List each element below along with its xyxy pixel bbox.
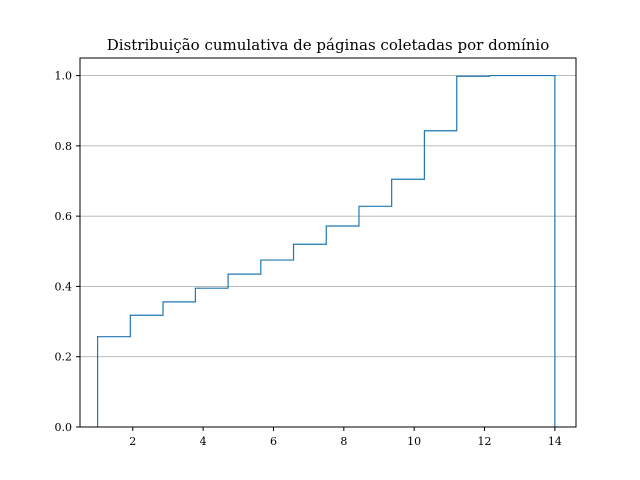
series-line-0 bbox=[96, 74, 556, 427]
y-tick-label-1: 0.2 bbox=[55, 351, 73, 364]
x-tick-label-2: 6 bbox=[270, 435, 277, 448]
x-tick-label-0: 2 bbox=[129, 435, 136, 448]
x-tick-label-5: 12 bbox=[478, 435, 492, 448]
ticks-layer: 2 4 6 8 10 12 14 0.0 0.2 0.4 0.6 0.8 1.0 bbox=[55, 70, 562, 448]
x-tick-label-1: 4 bbox=[200, 435, 207, 448]
y-tick-label-3: 0.6 bbox=[55, 210, 73, 223]
grid-layer bbox=[80, 75, 576, 428]
axes-frame bbox=[79, 57, 577, 428]
x-tick-label-3: 8 bbox=[340, 435, 347, 448]
y-tick-label-0: 0.0 bbox=[55, 421, 73, 434]
x-tick-label-6: 14 bbox=[548, 435, 562, 448]
y-tick-label-5: 1.0 bbox=[55, 70, 73, 83]
y-tick-label-2: 0.4 bbox=[55, 280, 73, 293]
axes-layer bbox=[79, 57, 577, 428]
x-tick-label-4: 10 bbox=[407, 435, 421, 448]
series-layer bbox=[96, 74, 556, 427]
chart-title: Distribuição cumulativa de páginas colet… bbox=[107, 36, 549, 54]
y-tick-label-4: 0.8 bbox=[55, 140, 73, 153]
